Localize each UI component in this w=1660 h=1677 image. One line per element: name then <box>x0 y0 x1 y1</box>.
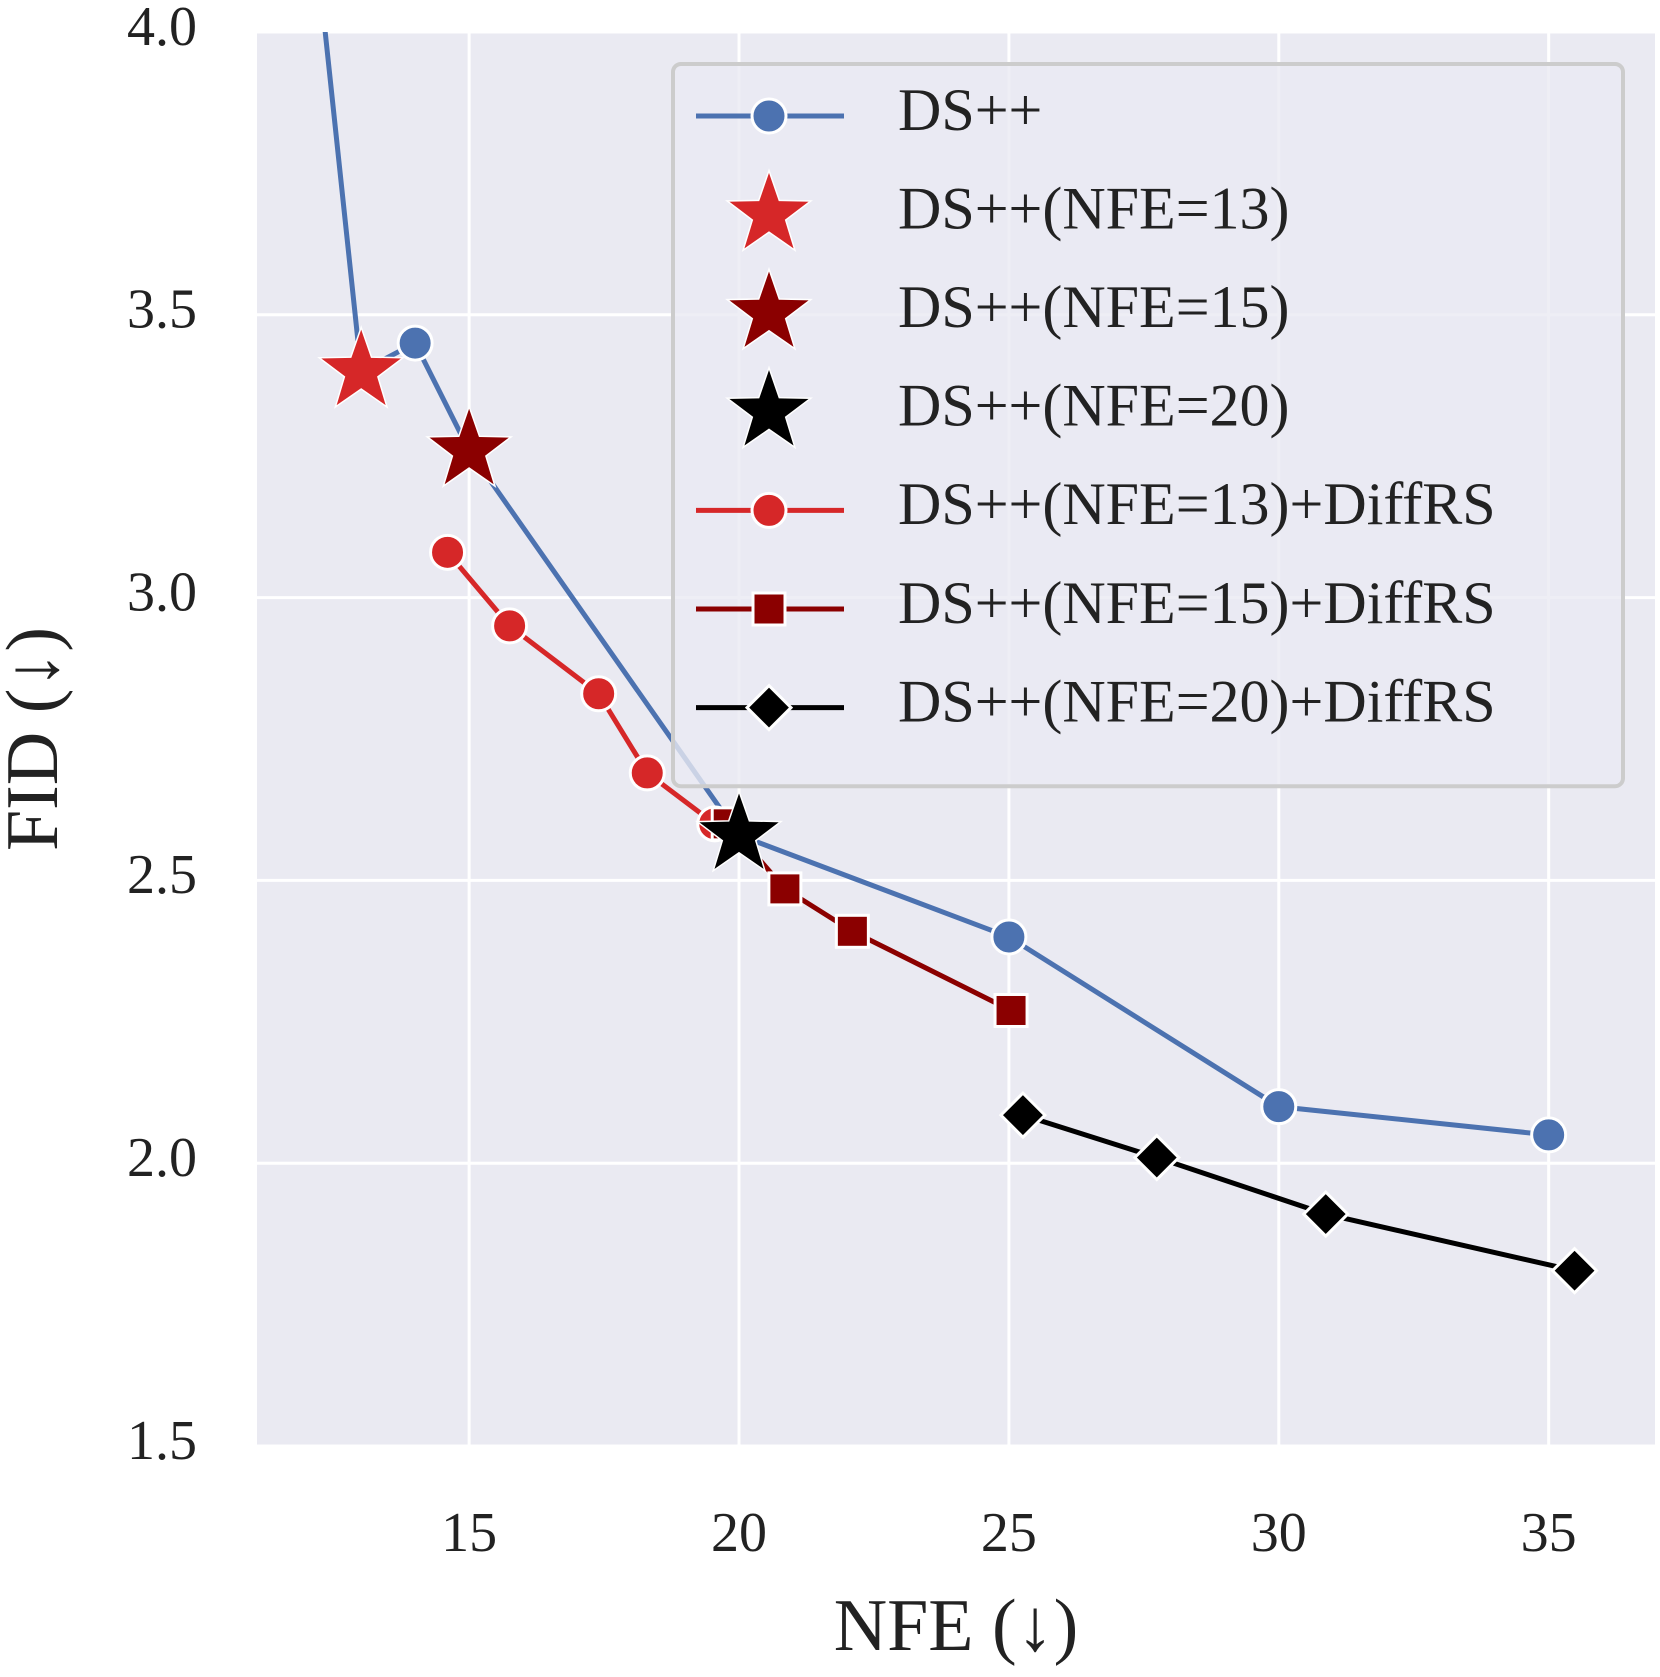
x-tick-label: 25 <box>981 1502 1037 1564</box>
legend-label: DS++ <box>898 77 1042 143</box>
marker <box>1550 1246 1599 1295</box>
x-tick-label: 35 <box>1521 1502 1577 1564</box>
marker <box>750 491 788 529</box>
legend-label: DS++(NFE=13)+DiffRS <box>898 471 1496 537</box>
series-line <box>1022 1112 1576 1274</box>
marker <box>725 168 813 253</box>
marker <box>834 913 870 949</box>
marker <box>317 325 406 409</box>
legend: DS++ DS++(NFE=13) DS++(NFE=15) DS++(NFE=20)… <box>671 62 1625 789</box>
marker <box>744 683 794 732</box>
legend-label: DS++(NFE=20) <box>898 373 1290 439</box>
legend-label: DS++(NFE=20)+DiffRS <box>898 668 1496 734</box>
marker <box>1530 1116 1568 1154</box>
marker <box>767 871 803 907</box>
marker <box>751 591 787 627</box>
x-axis-label: NFE (↓) <box>834 1585 1079 1667</box>
y-axis-label: FID (↓) <box>0 627 74 851</box>
marker <box>1132 1133 1181 1182</box>
y-tick-label: 2.5 <box>127 844 197 906</box>
marker <box>1301 1189 1350 1239</box>
y-tick-label: 2.0 <box>127 1127 197 1189</box>
series-layer <box>317 32 1599 1295</box>
marker <box>725 365 813 450</box>
marker <box>695 788 784 873</box>
x-tick-label: 15 <box>441 1502 497 1564</box>
legend-label: DS++(NFE=15) <box>898 274 1290 340</box>
x-tick-label: 20 <box>711 1502 767 1564</box>
x-tick-label: 30 <box>1251 1502 1307 1564</box>
marker <box>396 324 434 362</box>
legend-box <box>671 62 1625 789</box>
marker <box>628 754 666 792</box>
legend-label: DS++(NFE=15)+DiffRS <box>898 570 1496 636</box>
marker <box>998 1091 1048 1140</box>
marker <box>425 404 514 488</box>
legend-label: DS++(NFE=13) <box>898 175 1290 241</box>
y-tick-label: 1.5 <box>127 1410 197 1472</box>
marker <box>580 675 618 713</box>
y-tick-label: 3.5 <box>127 279 197 341</box>
y-tick-label: 4.0 <box>127 0 197 58</box>
marker <box>491 607 529 645</box>
y-tick-label: 3.0 <box>127 561 197 623</box>
marker <box>750 97 788 135</box>
marker <box>429 533 467 571</box>
marker <box>1260 1088 1298 1126</box>
marker <box>990 918 1028 956</box>
marker <box>993 992 1029 1028</box>
marker <box>725 266 813 351</box>
